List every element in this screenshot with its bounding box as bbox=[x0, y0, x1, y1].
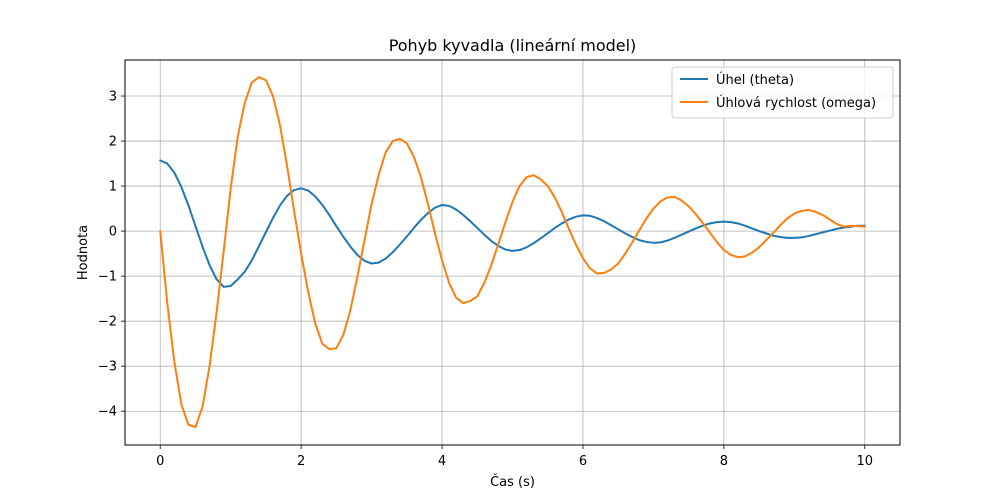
x-tick-label: 0 bbox=[156, 454, 164, 469]
plot-frame bbox=[124, 59, 901, 446]
y-tick-label: 2 bbox=[109, 135, 117, 150]
x-tick-label: 4 bbox=[438, 454, 446, 469]
grid bbox=[125, 60, 900, 445]
legend-label-omega: Úhlová rychlost (omega) bbox=[716, 95, 876, 111]
plot-lines bbox=[159, 76, 866, 428]
axis-ticks: 0 2 4 6 8 10 −4 −3 −2 −1 0 1 2 3 bbox=[98, 90, 873, 469]
x-axis-label: Čas (s) bbox=[490, 474, 535, 490]
series-line-theta bbox=[159, 159, 866, 288]
x-tick-label: 2 bbox=[297, 454, 305, 469]
y-tick-label: −4 bbox=[98, 405, 117, 420]
series-line-omega bbox=[159, 76, 866, 428]
y-tick-label: 0 bbox=[109, 225, 117, 240]
chart-title: Pohyb kyvadla (lineární model) bbox=[389, 36, 637, 55]
y-tick-label: 1 bbox=[109, 180, 117, 195]
y-tick-label: 3 bbox=[109, 90, 117, 105]
y-axis-label: Hodnota bbox=[76, 225, 91, 280]
x-tick-label: 10 bbox=[856, 454, 873, 469]
y-tick-label: −1 bbox=[98, 270, 117, 285]
x-tick-label: 8 bbox=[720, 454, 728, 469]
y-tick-label: −2 bbox=[98, 315, 117, 330]
legend-label-theta: Úhel (theta) bbox=[716, 72, 794, 88]
legend: Úhel (theta) Úhlová rychlost (omega) bbox=[671, 66, 894, 119]
y-tick-label: −3 bbox=[98, 360, 117, 375]
legend-box bbox=[671, 66, 894, 119]
x-tick-label: 6 bbox=[579, 454, 587, 469]
